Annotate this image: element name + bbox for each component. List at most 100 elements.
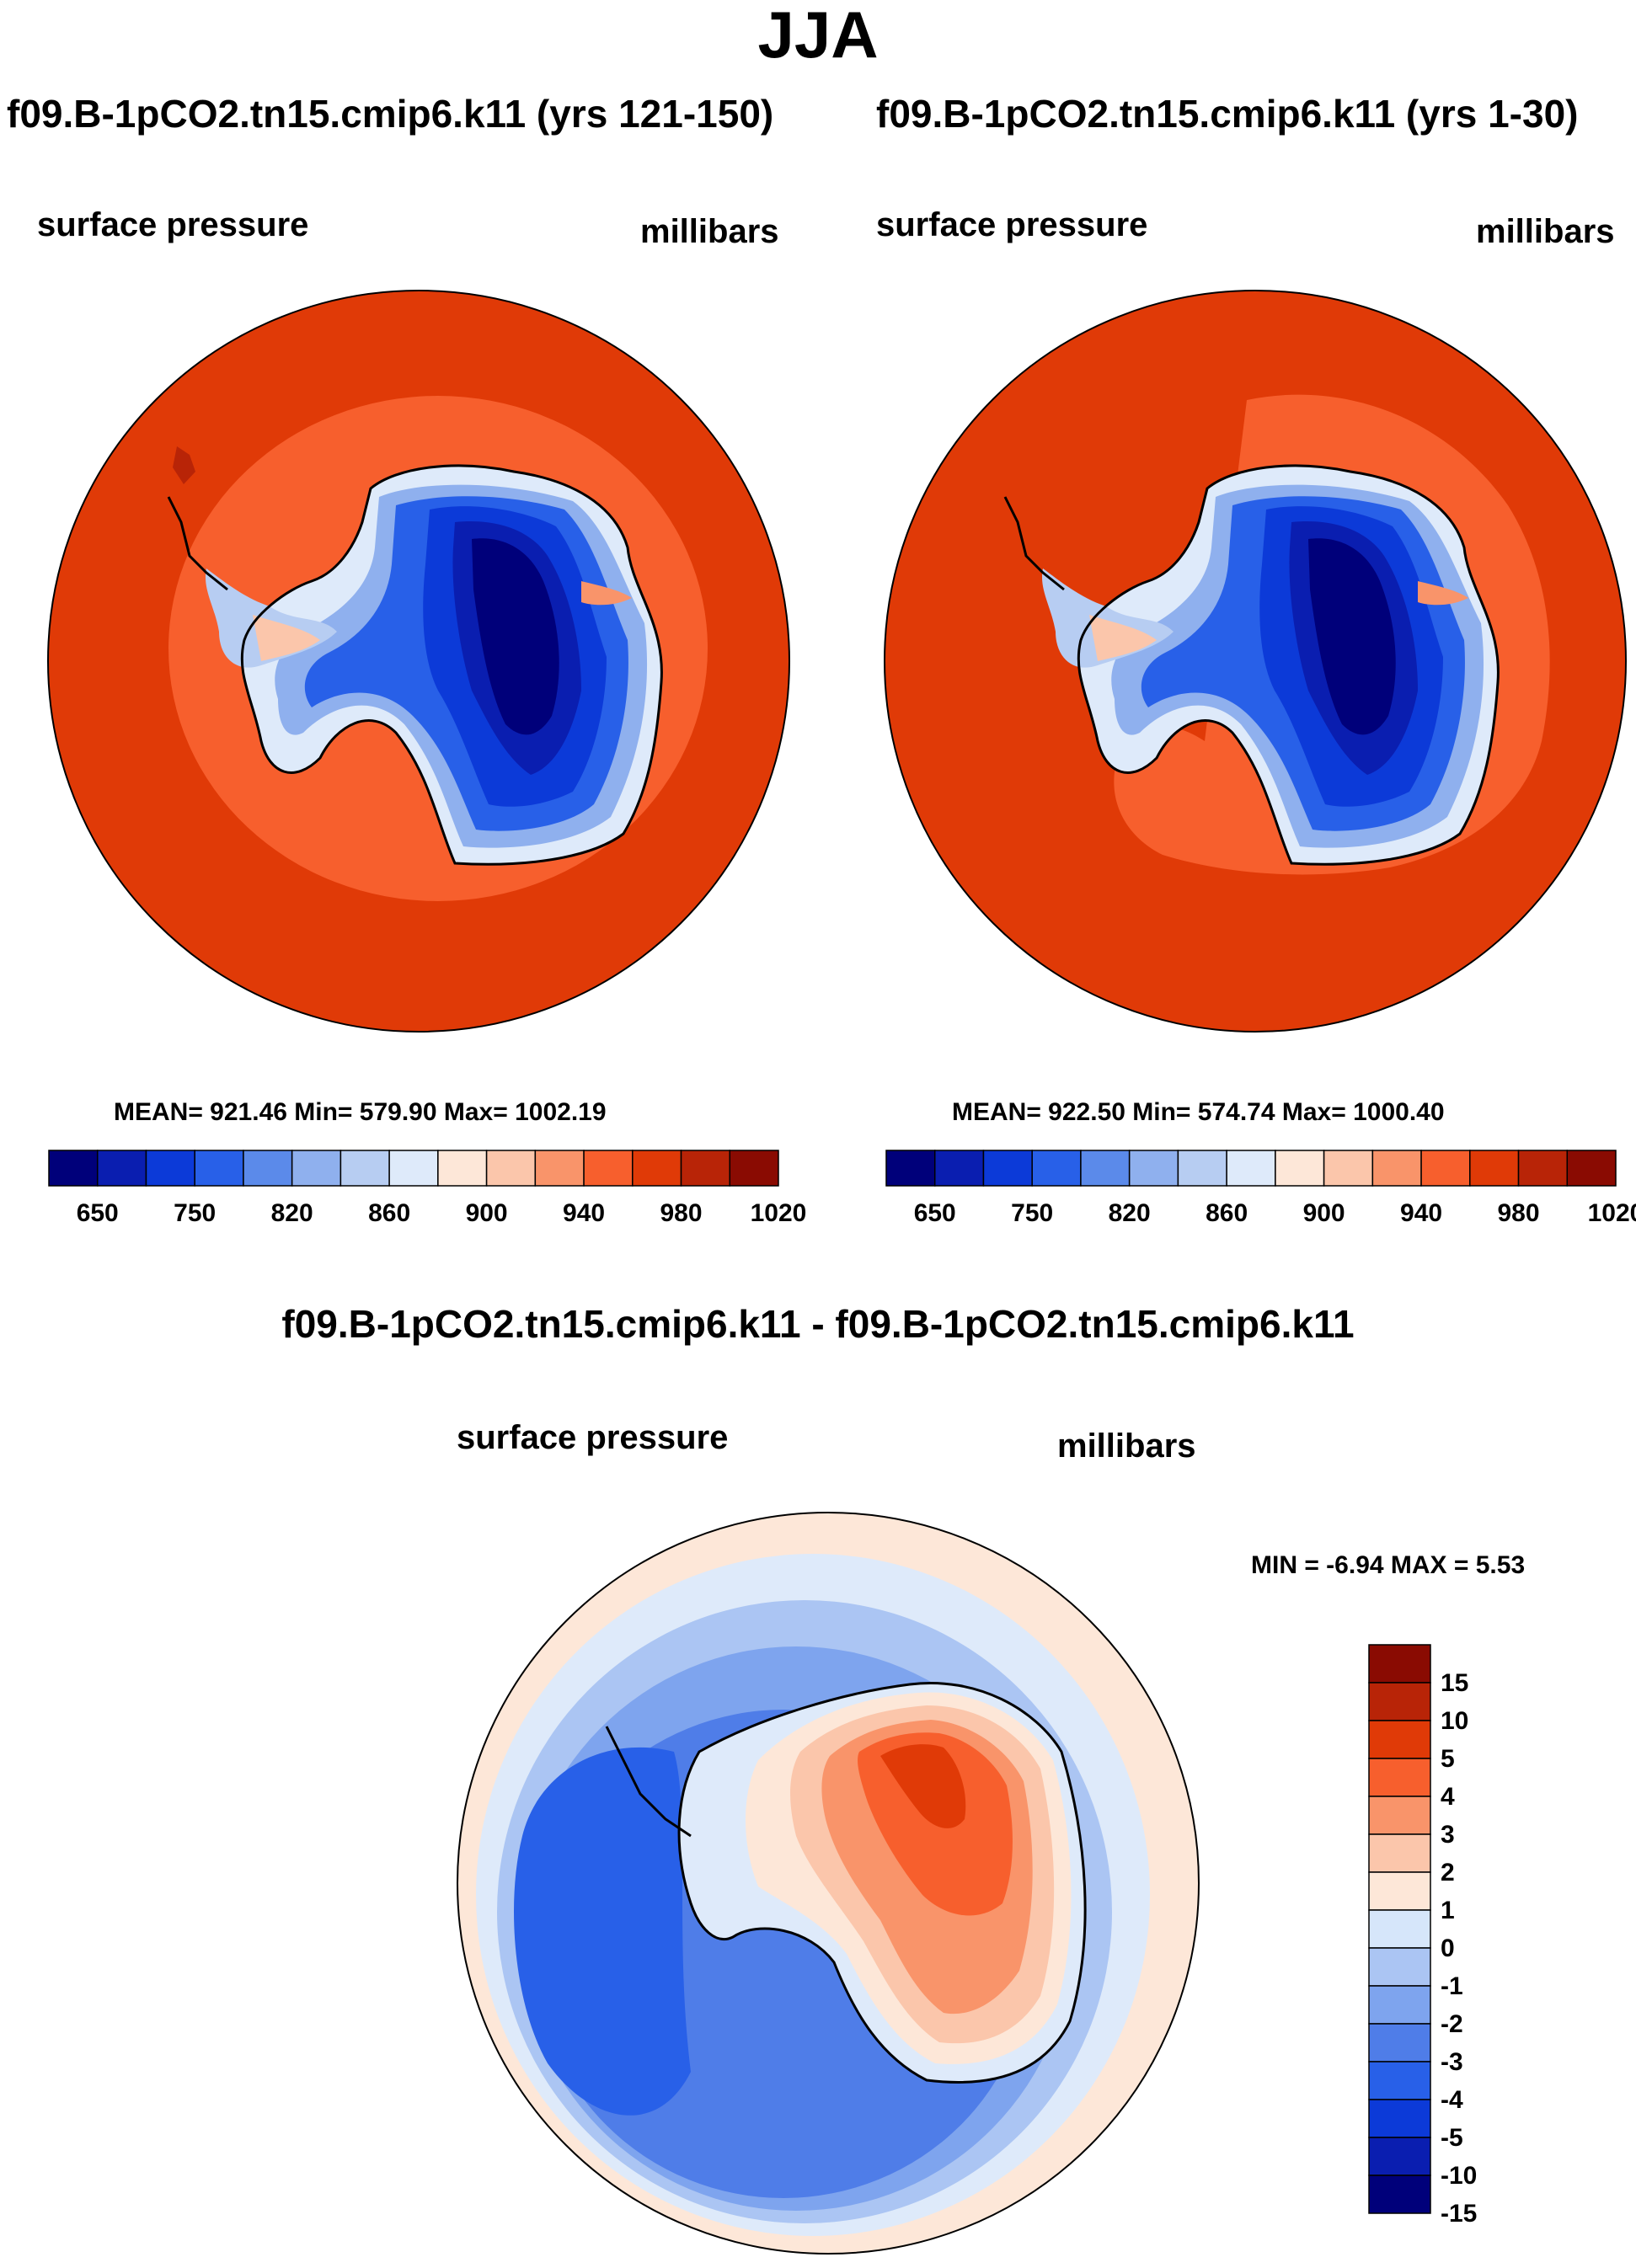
- panel2-colorbar-swatch: [1177, 1150, 1227, 1187]
- panel2-units-label: millibars: [1476, 213, 1615, 250]
- panel1-colorbar-tick-label: 940: [563, 1199, 605, 1227]
- panel3-variable-label: surface pressure: [457, 1419, 729, 1456]
- panel2-colorbar-swatch: [933, 1150, 985, 1187]
- panel3-colorbar-tick-label: 3: [1441, 1821, 1455, 1849]
- panel1-colorbar-tick-label: 650: [77, 1199, 119, 1227]
- panel2-title: f09.B-1pCO2.tn15.cmip6.k11 (yrs 1-30): [876, 92, 1579, 136]
- panel2-colorbar-tick-label: 750: [1011, 1199, 1053, 1227]
- panel2-coastline: [1077, 464, 1500, 866]
- panel3-map-border: [457, 1512, 1200, 2255]
- panel1-colorbar-tick-label: 1020: [751, 1199, 807, 1227]
- panel2-colorbar-tick-label: 650: [914, 1199, 956, 1227]
- panel2-colorbar-swatch: [982, 1150, 1033, 1187]
- panel1-map: [48, 291, 789, 1032]
- panel2-map-border: [884, 290, 1627, 1033]
- panel2-colorbar-swatch: [885, 1150, 936, 1187]
- panel3-colorbar-swatch: [1368, 1758, 1431, 1797]
- page-title: JJA: [757, 0, 879, 72]
- panel1-colorbar-swatch: [243, 1150, 293, 1187]
- panel3-colorbar-tick-label: 2: [1441, 1859, 1455, 1886]
- panel3-colorbar-tick-label: -4: [1441, 2086, 1463, 2114]
- panel2-colorbar-swatch: [1080, 1150, 1131, 1187]
- panel3-colorbar-tick-label: -3: [1441, 2048, 1463, 2076]
- panel1-colorbar-tick-label: 980: [660, 1199, 703, 1227]
- panel1-colorbar-swatch: [437, 1150, 488, 1187]
- panel2-map: [885, 291, 1626, 1032]
- panel3-colorbar-tick-label: -10: [1441, 2162, 1477, 2190]
- panel3-colorbar-swatch: [1368, 1682, 1431, 1721]
- panel1-coastline: [240, 464, 663, 866]
- panel3-colorbar-tick-label: -15: [1441, 2200, 1477, 2228]
- panel3-colorbar-tick-label: -1: [1441, 1972, 1463, 2000]
- panel3-colorbar-tick-label: 1: [1441, 1897, 1455, 1924]
- panel1-colorbar-tick-label: 750: [174, 1199, 216, 1227]
- panel3-colorbar-swatch: [1368, 2099, 1431, 2138]
- panel1-colorbar-swatch: [632, 1150, 682, 1187]
- panel1-stats: MEAN= 921.46 Min= 579.90 Max= 1002.19: [114, 1098, 607, 1126]
- panel2-colorbar-swatch: [1275, 1150, 1325, 1187]
- panel2-colorbar-swatch: [1031, 1150, 1082, 1187]
- panel3-title: f09.B-1pCO2.tn15.cmip6.k11 - f09.B-1pCO2…: [281, 1302, 1355, 1346]
- panel1-colorbar: 650 750 820 860 900 940 980 1020: [48, 1150, 807, 1227]
- panel3-colorbar-tick-label: 5: [1441, 1745, 1455, 1773]
- panel1-colorbar-swatch: [291, 1150, 342, 1187]
- panel1-colorbar-swatch: [729, 1150, 779, 1187]
- panel3-colorbar-swatch: [1368, 1985, 1431, 2025]
- panel3-stats: MIN = -6.94 MAX = 5.53: [1251, 1551, 1526, 1579]
- panel3-colorbar-swatch: [1368, 2061, 1431, 2100]
- panel1-colorbar-swatch: [96, 1150, 147, 1187]
- panel1-colorbar-swatch: [194, 1150, 244, 1187]
- panel1-map-border: [47, 290, 790, 1033]
- panel2-colorbar-tick-label: 900: [1303, 1199, 1345, 1227]
- panel1-colorbar-swatch: [534, 1150, 585, 1187]
- panel2-colorbar-swatch: [1420, 1150, 1471, 1187]
- panel3-colorbar-swatch: [1368, 2137, 1431, 2176]
- panel3-colorbar-tick-label: 0: [1441, 1934, 1455, 1962]
- panel3-map: [457, 1513, 1199, 2254]
- panel2-colorbar-tick-label: 980: [1498, 1199, 1540, 1227]
- panel1-colorbar-swatch: [680, 1150, 731, 1187]
- panel3-colorbar-swatch: [1368, 1871, 1431, 1911]
- panel2-colorbar-swatch: [1323, 1150, 1374, 1187]
- panel2-colorbar-swatch: [1128, 1150, 1179, 1187]
- panel3-colorbar-swatch: [1368, 1720, 1431, 1759]
- panel3-colorbar-swatch: [1368, 1909, 1431, 1949]
- panel3-colorbar-tick-label: 15: [1441, 1669, 1468, 1697]
- panel2-stats: MEAN= 922.50 Min= 574.74 Max= 1000.40: [952, 1098, 1445, 1126]
- panel3-colorbar-swatch: [1368, 1833, 1431, 1873]
- panel1-colorbar-tick-label: 860: [368, 1199, 410, 1227]
- panel1-variable-label: surface pressure: [37, 206, 309, 243]
- panel1-colorbar-swatch: [48, 1150, 99, 1187]
- panel3-colorbar-tick-label: -5: [1441, 2124, 1463, 2152]
- panel2-variable-label: surface pressure: [876, 206, 1148, 243]
- panel3-colorbar-tick-label: -2: [1441, 2010, 1463, 2038]
- panel1-units-label: millibars: [640, 213, 779, 250]
- panel2-colorbar-swatch: [1566, 1150, 1617, 1187]
- panel1-colorbar-tick-label: 820: [271, 1199, 313, 1227]
- panel2-colorbar: 650 750 820 860 900 940 980 1020: [885, 1150, 1636, 1227]
- panel2-colorbar-swatch: [1469, 1150, 1520, 1187]
- panel3-units-label: millibars: [1057, 1428, 1196, 1465]
- panel3-colorbar-swatch: [1368, 1644, 1431, 1684]
- panel2-colorbar-swatch: [1517, 1150, 1569, 1187]
- panel1-title: f09.B-1pCO2.tn15.cmip6.k11 (yrs 121-150): [7, 92, 774, 136]
- panel3-colorbar-swatch: [1368, 2175, 1431, 2214]
- panel1-colorbar-swatch: [583, 1150, 634, 1187]
- panel3-colorbar-swatch: [1368, 2023, 1431, 2063]
- panel1-colorbar-swatch: [339, 1150, 390, 1187]
- panel2-colorbar-swatch: [1371, 1150, 1422, 1187]
- panel1-colorbar-swatch: [485, 1150, 537, 1187]
- panel3-colorbar-swatch: [1368, 1796, 1431, 1835]
- panel2-colorbar-tick-label: 860: [1206, 1199, 1248, 1227]
- panel3-colorbar-tick-label: 10: [1441, 1707, 1468, 1735]
- panel1-colorbar-swatch: [388, 1150, 439, 1187]
- panel3-coastline: [677, 1682, 1087, 2084]
- panel3-colorbar-swatch: [1368, 1947, 1431, 1987]
- panel1-colorbar-swatch: [145, 1150, 195, 1187]
- panel1-colorbar-tick-label: 900: [466, 1199, 508, 1227]
- panel2-colorbar-tick-label: 1020: [1588, 1199, 1636, 1227]
- panel2-colorbar-tick-label: 820: [1109, 1199, 1151, 1227]
- panel2-colorbar-tick-label: 940: [1400, 1199, 1442, 1227]
